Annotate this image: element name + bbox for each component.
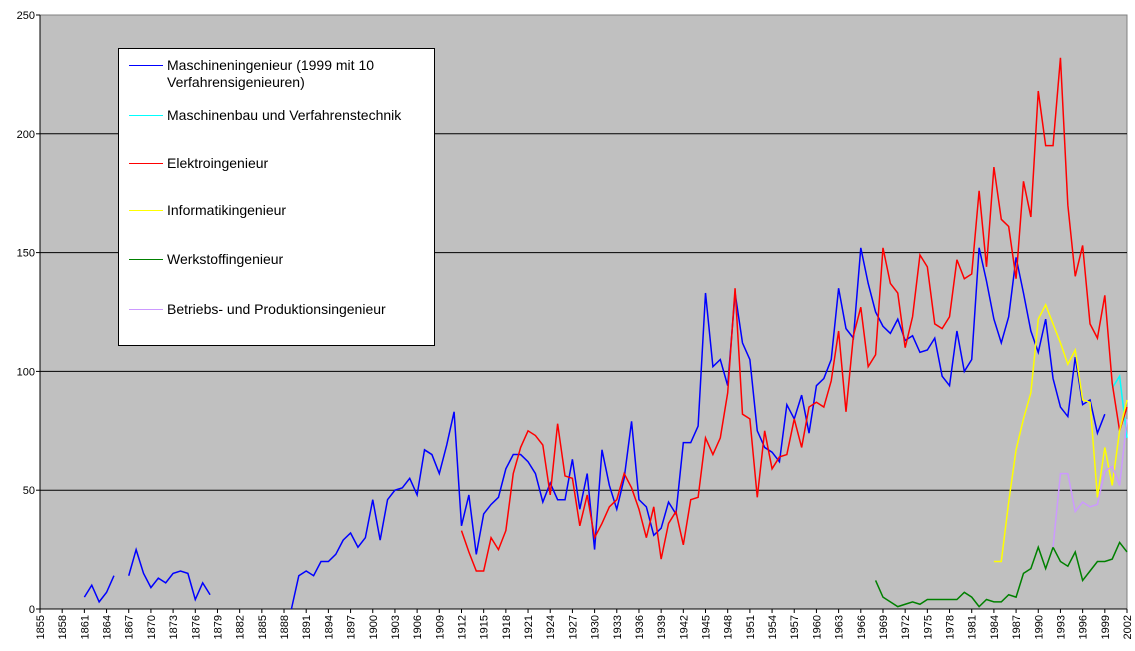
series-line (83, 247, 1106, 610)
x-tick-label: 1912 (456, 615, 468, 639)
y-tick-label: 200 (17, 129, 35, 141)
series-line (993, 303, 1128, 563)
x-tick-label: 1969 (878, 615, 890, 639)
legend-label: Betriebs- und Produktionsingenieur (167, 301, 386, 317)
x-tick-label: 1885 (257, 615, 269, 639)
x-tick-label: 1882 (235, 615, 247, 639)
x-tick-label: 1873 (168, 615, 180, 639)
legend-swatch (129, 65, 163, 66)
x-tick-label: 1867 (124, 615, 136, 639)
series-line (1052, 418, 1128, 548)
x-tick-label: 1924 (545, 615, 557, 639)
x-tick-label: 1933 (612, 615, 624, 639)
x-tick-label: 1894 (323, 615, 335, 639)
x-tick-label: 1879 (212, 615, 224, 639)
y-tick-label: 50 (23, 485, 35, 497)
x-tick-label: 1981 (967, 615, 979, 639)
x-tick-label: 1903 (390, 615, 402, 639)
legend-label: Werkstoffingenieur (167, 251, 284, 267)
x-tick-label: 1960 (811, 615, 823, 639)
y-tick-label: 100 (17, 366, 35, 378)
legend-swatch (129, 309, 163, 310)
x-tick-label: 1996 (1078, 615, 1090, 639)
legend-swatch (129, 259, 163, 260)
y-tick-label: 250 (17, 10, 35, 22)
legend: Maschineningenieur (1999 mit 10 Verfahre… (118, 48, 435, 346)
x-tick-label: 1918 (501, 615, 513, 639)
x-tick-label: 1966 (856, 615, 868, 639)
x-tick-label: 1927 (567, 615, 579, 639)
x-tick-label: 1951 (745, 615, 757, 639)
x-tick-label: 1897 (346, 615, 358, 639)
x-tick-label: 1963 (834, 615, 846, 639)
x-tick-label: 1978 (945, 615, 957, 639)
x-tick-label: 1957 (789, 615, 801, 639)
legend-swatch (129, 115, 163, 116)
x-tick-label: 1891 (301, 615, 313, 639)
legend-label: Elektroingenieur (167, 155, 269, 171)
x-tick-label: 1861 (79, 615, 91, 639)
x-tick-label: 1990 (1033, 615, 1045, 639)
x-tick-label: 1915 (479, 615, 491, 639)
x-tick-label: 1942 (678, 615, 690, 639)
x-tick-label: 1939 (656, 615, 668, 639)
y-tick-label: 150 (17, 248, 35, 260)
legend-swatch (129, 163, 163, 164)
x-tick-label: 1972 (900, 615, 912, 639)
x-tick-label: 1987 (1011, 615, 1023, 639)
x-tick-label: 1876 (190, 615, 202, 639)
legend-label: Maschineningenieur (1999 mit 10 Verfahre… (167, 57, 375, 90)
x-tick-label: 1999 (1100, 615, 1112, 639)
x-tick-label: 1984 (989, 615, 1001, 639)
x-tick-label: 2002 (1122, 615, 1134, 639)
x-tick-label: 1864 (102, 615, 114, 639)
x-tick-label: 1975 (922, 615, 934, 639)
x-tick-label: 1936 (634, 615, 646, 639)
series-line (460, 57, 1128, 572)
legend-swatch (129, 210, 163, 211)
x-tick-label: 1855 (35, 615, 47, 639)
legend-label: Informatikingenieur (167, 202, 287, 218)
series-line (874, 541, 1128, 608)
x-tick-label: 1858 (57, 615, 69, 639)
x-tick-label: 1900 (368, 615, 380, 639)
x-tick-label: 1930 (590, 615, 602, 639)
x-tick-label: 1993 (1055, 615, 1067, 639)
x-tick-label: 1888 (279, 615, 291, 639)
x-tick-label: 1909 (434, 615, 446, 639)
x-tick-label: 1954 (767, 615, 779, 639)
x-tick-label: 1921 (523, 615, 535, 639)
x-tick-label: 1870 (146, 615, 158, 639)
y-tick-label: 0 (29, 604, 35, 616)
x-tick-label: 1906 (412, 615, 424, 639)
x-tick-label: 1945 (701, 615, 713, 639)
x-tick-label: 1948 (723, 615, 735, 639)
legend-label: Maschinenbau und Verfahrenstechnik (167, 107, 402, 123)
